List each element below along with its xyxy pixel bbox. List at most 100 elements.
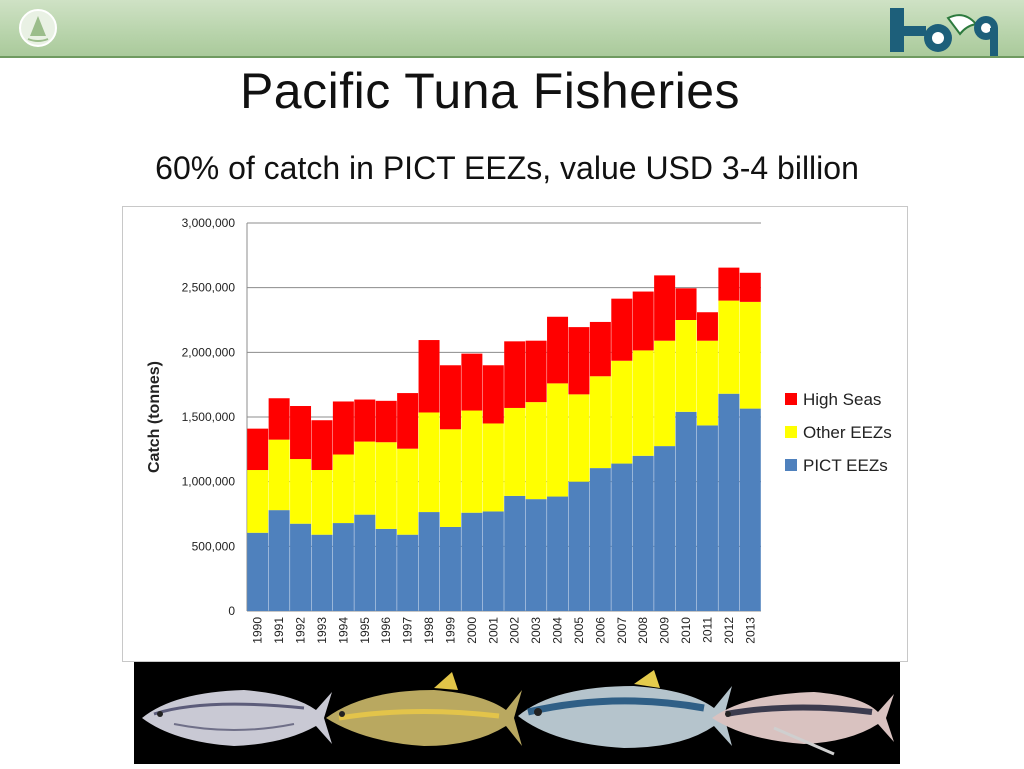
x-tick-label: 1991 (272, 617, 286, 644)
y-tick-label: 1,000,000 (182, 475, 236, 489)
bar-segment-high-seas-2007 (611, 298, 633, 361)
bar-segment-other-eezs-1993 (311, 470, 333, 535)
bigeye-tuna-image (518, 670, 732, 748)
x-tick-label: 2002 (508, 617, 522, 644)
bar-segment-high-seas-1999 (439, 365, 461, 430)
y-tick-label: 3,000,000 (182, 216, 236, 230)
x-tick-label: 2010 (679, 617, 693, 644)
bar-segment-high-seas-2011 (696, 312, 718, 341)
bar-segment-pict-eezs-2008 (632, 455, 654, 611)
x-tick-label: 2003 (529, 617, 543, 644)
bar-segment-pict-eezs-2001 (482, 511, 504, 611)
bar-segment-high-seas-2003 (525, 340, 547, 403)
bar-segment-other-eezs-2012 (718, 300, 740, 394)
x-tick-label: 1995 (358, 617, 372, 644)
bar-segment-high-seas-2008 (632, 291, 654, 351)
bar-segment-pict-eezs-1993 (311, 534, 333, 611)
legend-swatch-high-seas (785, 393, 797, 405)
bar-segment-high-seas-1994 (332, 401, 354, 455)
tuna-species-strip (134, 662, 900, 764)
x-tick-label: 2012 (722, 617, 736, 644)
bar-segment-other-eezs-1996 (375, 442, 397, 529)
bar-segment-other-eezs-1997 (397, 448, 419, 535)
bar-segment-pict-eezs-1991 (268, 510, 290, 611)
y-axis-label: Catch (tonnes) (146, 361, 163, 473)
bar-segment-other-eezs-1992 (290, 459, 312, 524)
bar-segment-pict-eezs-2004 (547, 496, 569, 611)
bar-segment-high-seas-2009 (654, 275, 676, 341)
bar-segment-other-eezs-2007 (611, 360, 633, 464)
x-tick-label: 1999 (443, 617, 457, 644)
bar-segment-other-eezs-2013 (739, 301, 761, 409)
x-tick-label: 2006 (593, 617, 607, 644)
bar-segment-high-seas-2000 (461, 353, 483, 411)
bar-segment-other-eezs-1995 (354, 441, 376, 515)
bar-segment-other-eezs-1994 (332, 454, 354, 524)
bar-segment-other-eezs-2010 (675, 320, 697, 412)
bar-segment-pict-eezs-1996 (375, 528, 397, 611)
banner-divider (0, 56, 1024, 58)
hof9-logo (890, 8, 998, 56)
bar-segment-other-eezs-2009 (654, 340, 676, 447)
yellowfin-tuna-image (326, 672, 522, 746)
bar-segment-other-eezs-2002 (504, 407, 526, 496)
bar-segment-other-eezs-2008 (632, 350, 654, 456)
bar-segment-high-seas-1990 (247, 428, 269, 471)
bar-segment-other-eezs-2000 (461, 410, 483, 513)
x-tick-label: 1998 (422, 617, 436, 644)
bar-segment-high-seas-1996 (375, 400, 397, 443)
x-tick-label: 2001 (486, 617, 500, 644)
bar-segment-pict-eezs-1992 (290, 523, 312, 611)
header-banner (0, 0, 1024, 58)
bar-segment-high-seas-1998 (418, 340, 440, 413)
bar-segment-pict-eezs-2003 (525, 499, 547, 611)
bar-segment-high-seas-2005 (568, 327, 590, 395)
bar-segment-high-seas-2002 (504, 341, 526, 408)
bar-segment-pict-eezs-2009 (654, 446, 676, 611)
y-tick-label: 1,500,000 (182, 410, 236, 424)
bar-segment-high-seas-2010 (675, 288, 697, 320)
legend-label-high-seas: High Seas (803, 390, 881, 409)
bar-segment-other-eezs-1999 (439, 429, 461, 527)
slide-subtitle: 60% of catch in PICT EEZs, value USD 3-4… (155, 150, 859, 186)
legend-label-pict-eezs: PICT EEZs (803, 456, 888, 475)
y-tick-label: 0 (228, 604, 235, 618)
sail-icon (19, 9, 57, 47)
legend-label-other-eezs: Other EEZs (803, 423, 892, 442)
bar-segment-high-seas-2012 (718, 267, 740, 301)
bar-segment-other-eezs-1998 (418, 412, 440, 513)
bar-segment-high-seas-1997 (397, 393, 419, 449)
bar-segment-pict-eezs-2007 (611, 463, 633, 611)
x-tick-label: 1993 (315, 617, 329, 644)
bar-segment-pict-eezs-1994 (332, 523, 354, 611)
bar-segment-high-seas-2006 (589, 321, 611, 377)
y-tick-label: 500,000 (192, 539, 236, 553)
bar-segment-other-eezs-1991 (268, 439, 290, 511)
bar-segment-pict-eezs-2005 (568, 481, 590, 611)
bar-segment-pict-eezs-2006 (589, 468, 611, 611)
x-tick-label: 2009 (658, 617, 672, 644)
bar-segment-other-eezs-2003 (525, 402, 547, 500)
tuna-illustrations (142, 670, 894, 756)
x-tick-label: 2000 (465, 617, 479, 644)
bar-segment-other-eezs-2006 (589, 376, 611, 469)
y-tick-label: 2,000,000 (182, 345, 236, 359)
x-tick-label: 1992 (294, 617, 308, 644)
x-tick-label: 2004 (551, 617, 565, 644)
bar-segment-pict-eezs-2000 (461, 512, 483, 611)
bar-segment-high-seas-1995 (354, 399, 376, 442)
bar-segment-high-seas-1991 (268, 398, 290, 440)
x-tick-label: 1990 (251, 617, 265, 644)
bar-segment-high-seas-2013 (739, 272, 761, 302)
x-tick-label: 2007 (615, 617, 629, 644)
bar-segment-pict-eezs-2013 (739, 408, 761, 611)
bar-segment-pict-eezs-2011 (696, 425, 718, 611)
bar-segment-other-eezs-1990 (247, 470, 269, 533)
x-tick-label: 2008 (636, 617, 650, 644)
bar-segment-pict-eezs-2010 (675, 411, 697, 611)
bar-segment-high-seas-2001 (482, 365, 504, 424)
chart-frame: 0 500,000 1,000,000 1,500,000 2,000,000 2,500… (122, 206, 908, 662)
bar-segment-pict-eezs-1998 (418, 512, 440, 611)
bar-segment-pict-eezs-1995 (354, 514, 376, 611)
y-tick-label: 2,500,000 (182, 281, 236, 295)
